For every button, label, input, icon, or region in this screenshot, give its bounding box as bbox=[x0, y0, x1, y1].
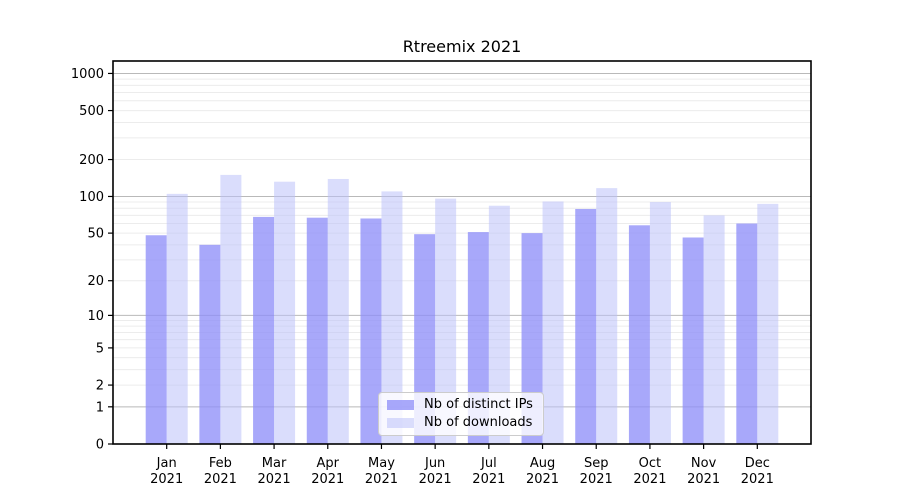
y-tick-label: 10 bbox=[87, 309, 104, 324]
x-tick-label-month: Oct bbox=[639, 456, 661, 471]
legend-label-downloads: Nb of downloads bbox=[424, 415, 533, 430]
y-axis: 0 1 2 5 10 20 50 100 200 500 1000 bbox=[71, 67, 113, 453]
bar-downloads-aug bbox=[542, 201, 564, 444]
series-downloads bbox=[166, 174, 779, 444]
bar-distinct-ips-jan bbox=[145, 235, 167, 444]
x-tick-label-year: 2021 bbox=[741, 472, 774, 487]
bar-downloads-jul bbox=[488, 205, 510, 444]
bar-downloads-mar bbox=[274, 181, 296, 444]
bar-downloads-dec bbox=[757, 203, 779, 444]
chart-legend: Nb of distinct IPs Nb of downloads bbox=[378, 392, 544, 436]
bar-distinct-ips-apr bbox=[306, 217, 328, 444]
x-tick-label-month: Jan bbox=[156, 456, 177, 471]
x-tick-label-year: 2021 bbox=[311, 472, 344, 487]
y-tick-label: 100 bbox=[79, 190, 104, 205]
chart-title: Rtreemix 2021 bbox=[402, 37, 522, 56]
x-tick-label-year: 2021 bbox=[472, 472, 505, 487]
bar-distinct-ips-dec bbox=[736, 223, 758, 444]
bar-downloads-may bbox=[381, 191, 403, 444]
y-tick-label: 5 bbox=[96, 341, 104, 356]
x-tick-label-month: Mar bbox=[262, 456, 287, 471]
bar-distinct-ips-sep bbox=[575, 208, 597, 444]
x-tick-label-month: Jul bbox=[480, 456, 497, 471]
bar-distinct-ips-oct bbox=[628, 225, 650, 444]
bar-distinct-ips-mar bbox=[253, 216, 275, 444]
bar-downloads-oct bbox=[649, 202, 671, 444]
y-tick-label: 1000 bbox=[71, 67, 104, 82]
bar-distinct-ips-nov bbox=[682, 237, 704, 444]
legend-item-distinct-ips: Nb of distinct IPs bbox=[387, 397, 535, 413]
x-tick-label-year: 2021 bbox=[526, 472, 559, 487]
x-axis: Jan2021Feb2021Mar2021Apr2021May2021Jun20… bbox=[150, 444, 774, 487]
x-tick-label-year: 2021 bbox=[365, 472, 398, 487]
y-tick-label: 0 bbox=[96, 438, 104, 453]
legend-swatch-distinct-ips-icon bbox=[387, 400, 414, 410]
x-tick-label-month: Aug bbox=[530, 456, 555, 471]
legend-swatch-downloads-icon bbox=[387, 418, 414, 428]
x-tick-label-year: 2021 bbox=[687, 472, 720, 487]
series-distinct-ips bbox=[145, 208, 758, 444]
bar-distinct-ips-jun bbox=[414, 234, 436, 444]
bar-distinct-ips-aug bbox=[521, 233, 543, 444]
bar-downloads-jun bbox=[435, 198, 457, 444]
bar-downloads-apr bbox=[327, 178, 349, 444]
y-tick-label: 20 bbox=[87, 274, 104, 289]
legend-item-downloads: Nb of downloads bbox=[387, 415, 535, 431]
y-tick-label: 2 bbox=[96, 379, 104, 394]
x-tick-label-year: 2021 bbox=[580, 472, 613, 487]
bar-downloads-sep bbox=[596, 188, 618, 444]
bar-downloads-nov bbox=[703, 215, 725, 444]
bar-distinct-ips-may bbox=[360, 218, 382, 444]
x-tick-label-year: 2021 bbox=[150, 472, 183, 487]
x-tick-label-month: Sep bbox=[584, 456, 609, 471]
y-tick-label: 1 bbox=[96, 400, 104, 415]
x-tick-label-month: Apr bbox=[317, 456, 340, 471]
x-tick-label-month: Nov bbox=[691, 456, 717, 471]
x-tick-label-month: Jun bbox=[424, 456, 445, 471]
bar-distinct-ips-jul bbox=[467, 232, 489, 444]
x-tick-label-year: 2021 bbox=[258, 472, 291, 487]
bar-downloads-jan bbox=[166, 193, 188, 444]
x-tick-label-year: 2021 bbox=[419, 472, 452, 487]
bar-downloads-feb bbox=[220, 174, 242, 444]
x-tick-label-year: 2021 bbox=[204, 472, 237, 487]
x-tick-label-month: May bbox=[368, 456, 395, 471]
y-tick-label: 200 bbox=[79, 153, 104, 168]
bar-distinct-ips-feb bbox=[199, 244, 221, 444]
legend-label-distinct-ips: Nb of distinct IPs bbox=[424, 397, 533, 412]
y-tick-label: 50 bbox=[87, 227, 104, 242]
y-tick-label: 500 bbox=[79, 104, 104, 119]
x-tick-label-year: 2021 bbox=[633, 472, 666, 487]
plot-frame bbox=[112, 60, 812, 445]
x-tick-label-month: Feb bbox=[209, 456, 232, 471]
x-tick-label-month: Dec bbox=[745, 456, 770, 471]
